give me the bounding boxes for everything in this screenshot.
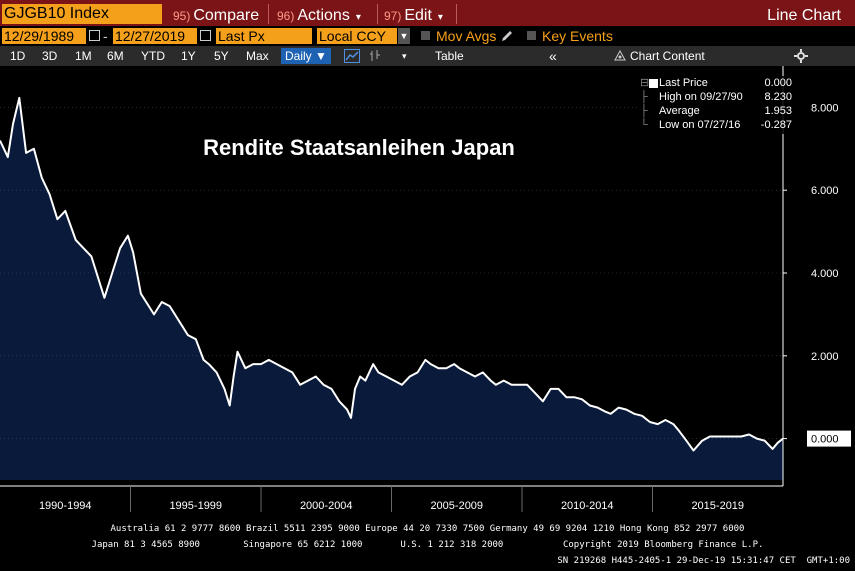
compare-menu[interactable]: 95) Compare [173, 6, 259, 26]
table-button[interactable]: Table [435, 49, 464, 63]
x-tick-label: 2005-2009 [430, 500, 483, 512]
chevron-down-icon[interactable]: ▾ [402, 51, 407, 61]
range-1m[interactable]: 1M [75, 49, 92, 63]
series-line [0, 96, 784, 452]
footer-contacts-line1: Australia 61 2 9777 8600 Brazil 5511 239… [110, 524, 745, 534]
line-chart-icon[interactable] [344, 49, 360, 63]
mov-avgs-label[interactable]: Mov Avgs [436, 28, 497, 44]
calendar-icon[interactable]: cal [89, 30, 100, 41]
legend-avg-label: Average [659, 105, 700, 117]
chevron-down-icon: ▾ [355, 12, 361, 23]
last-value-marker [807, 430, 851, 447]
ticker-field[interactable]: GJGB10 Index [2, 4, 162, 24]
range-3d[interactable]: 3D [42, 49, 58, 63]
last-price-swatch [649, 79, 658, 88]
y-tick-label: 0.000 [811, 434, 839, 446]
chart-area: 8.000 6.000 4.000 2.000 0.000 1990-1994 1995-1… [0, 66, 855, 523]
actions-number: 96) [277, 9, 295, 23]
edit-menu[interactable]: 97) Edit ▾ [384, 6, 443, 28]
pencil-icon[interactable] [500, 29, 514, 43]
chart-content-icon[interactable] [614, 50, 626, 62]
chevron-down-icon[interactable]: ▼ [398, 28, 410, 44]
legend-toggle-icon[interactable]: ⊟ [640, 77, 650, 89]
legend-last-value: 0.000 [764, 77, 792, 89]
end-date-field[interactable]: 12/27/2019 [113, 28, 197, 44]
legend-avg-value: 1.953 [764, 105, 792, 117]
field-select[interactable]: Last Px [216, 28, 312, 44]
legend-last-label: Last Price [659, 77, 708, 89]
key-events-checkbox[interactable] [527, 31, 536, 40]
toolbar-divider [377, 4, 378, 24]
range-6m[interactable]: 6M [107, 49, 124, 63]
y-tick-label: 2.000 [811, 351, 839, 363]
footer-session-line: SN 219268 H445-2405-1 29-Dec-19 15:31:47… [557, 556, 850, 566]
legend-high-value: 8.230 [764, 91, 792, 103]
actions-label: Actions [297, 7, 350, 24]
legend-low-label: Low on 07/27/16 [659, 119, 741, 131]
toolbar-divider [456, 4, 457, 24]
range-max[interactable]: Max [246, 49, 269, 63]
compare-label: Compare [193, 7, 260, 24]
toolbar-divider [268, 4, 269, 24]
edit-label: Edit [404, 7, 432, 24]
chart-type-label[interactable]: Line Chart [767, 7, 841, 24]
x-tick-label: 2010-2014 [561, 500, 614, 512]
range-1y[interactable]: 1Y [181, 49, 196, 63]
legend-tree-icon: ├ [640, 105, 648, 117]
x-tick-label: 1995-1999 [169, 500, 222, 512]
range-1d[interactable]: 1D [10, 49, 26, 63]
footer-contacts-line2: Japan 81 3 4565 8900 Singapore 65 6212 1… [91, 540, 764, 550]
currency-select[interactable]: Local CCY [317, 28, 397, 44]
actions-menu[interactable]: 96) Actions ▾ [277, 6, 361, 28]
legend-tree-icon: └ [640, 119, 648, 131]
y-tick-label: 6.000 [811, 185, 839, 197]
x-tick-label: 1990-1994 [39, 500, 92, 512]
y-tick-label: 4.000 [811, 268, 839, 280]
bar-chart-icon[interactable] [369, 49, 381, 63]
legend-low-value: -0.287 [760, 119, 792, 131]
range-ytd[interactable]: YTD [141, 49, 165, 63]
collapse-button[interactable]: « [549, 48, 557, 64]
key-events-label[interactable]: Key Events [542, 28, 613, 44]
edit-number: 97) [384, 9, 402, 23]
frequency-select[interactable]: Daily ▼ [281, 48, 331, 64]
series-area [0, 97, 783, 481]
chart-title: Rendite Staatsanleihen Japan [203, 135, 515, 160]
calendar-icon[interactable]: cal [200, 30, 211, 41]
chevron-down-icon: ▾ [437, 12, 443, 23]
y-tick-label: 8.000 [811, 102, 839, 114]
chart-content-button[interactable]: Chart Content [630, 49, 705, 63]
start-date-field[interactable]: 12/29/1989 [2, 28, 86, 44]
range-bar [0, 46, 855, 66]
x-tick-label: 2000-2004 [300, 500, 353, 512]
gear-icon[interactable] [794, 49, 808, 63]
compare-number: 95) [173, 9, 191, 23]
yield-chart: 8.000 6.000 4.000 2.000 0.000 1990-1994 1995-1… [0, 66, 855, 518]
mov-avgs-checkbox[interactable] [421, 31, 430, 40]
legend-tree-icon: ├ [640, 91, 648, 103]
x-tick-label: 2015-2019 [691, 500, 744, 512]
date-range-dash: - [103, 28, 108, 44]
legend-high-label: High on 09/27/90 [659, 91, 743, 103]
range-5y[interactable]: 5Y [214, 49, 229, 63]
legend: ⊟ Last Price 0.000 ├ High on 09/27/90 8.… [637, 76, 800, 134]
